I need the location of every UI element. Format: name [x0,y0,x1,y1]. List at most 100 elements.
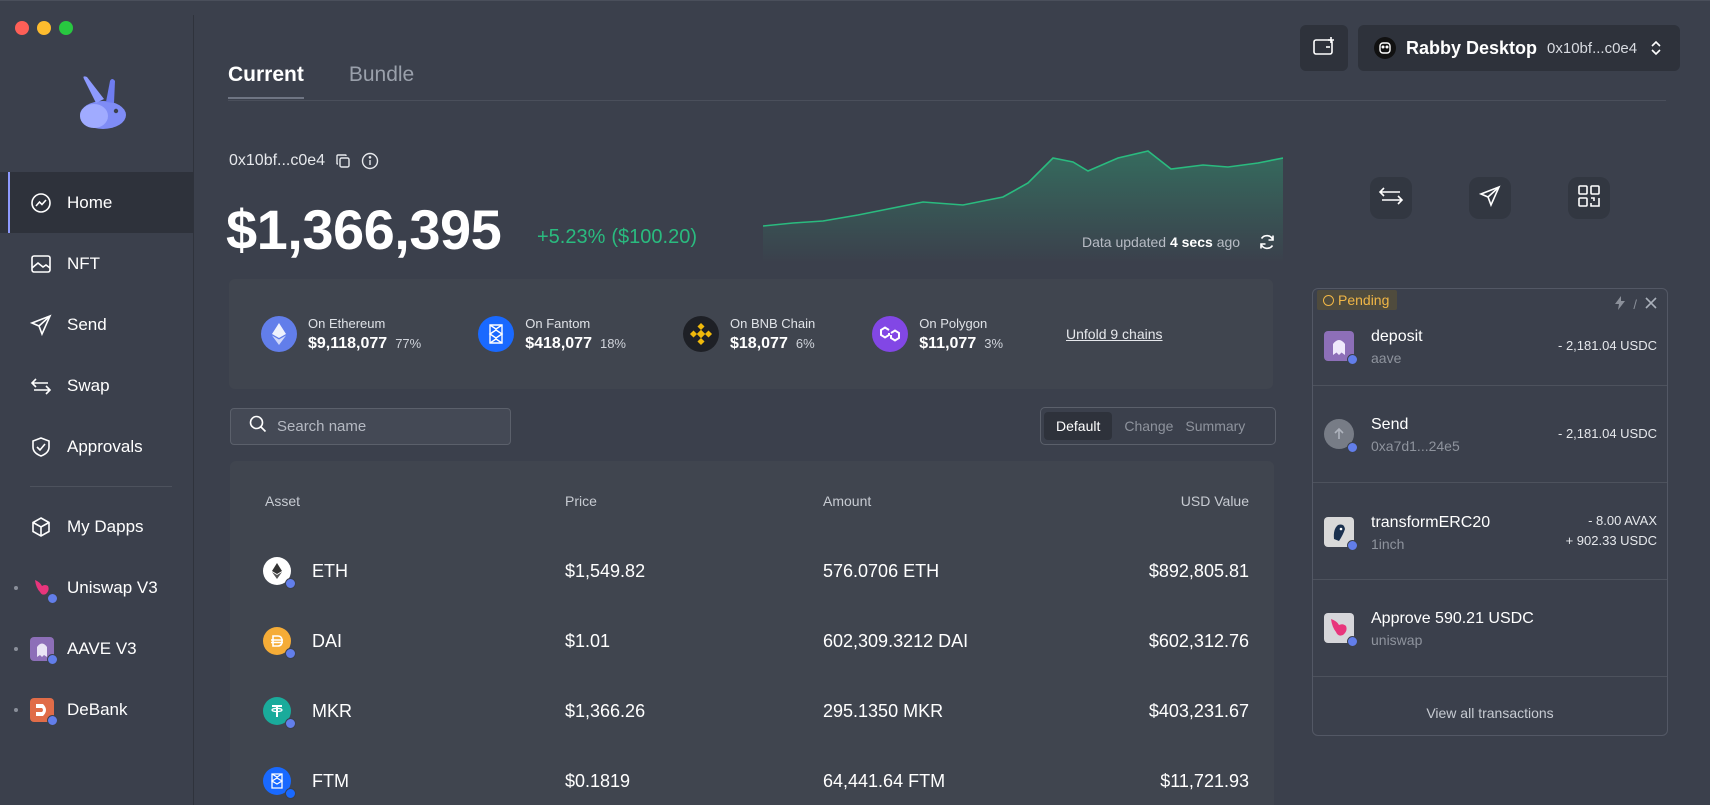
table-row[interactable]: MKR $1,366.26 295.1350 MKR $403,231.67 [230,676,1274,746]
asset-usd-value: $892,805.81 [1148,561,1249,581]
total-balance: $1,366,395 [226,198,502,261]
tab-current[interactable]: Current [228,63,304,99]
search-input[interactable] [277,418,497,435]
table-row[interactable]: DAI $1.01 602,309.3212 DAI $602,312.76 [230,606,1274,676]
change-percent: +5.23% [537,226,606,248]
swap-action-button[interactable] [1370,177,1412,219]
uniswap-logo-icon [30,575,58,604]
my-dapps-list: My Dapps Uniswap V3 AAVE V3 [0,496,194,740]
view-all-transactions-link[interactable]: View all transactions [1426,705,1554,721]
updated-value: 4 secs [1169,234,1213,250]
send-action-button[interactable] [1469,177,1511,219]
receive-action-button[interactable] [1568,177,1610,219]
close-window-button[interactable] [15,21,29,35]
column-asset: Asset [265,493,301,509]
chain-polygon[interactable]: On Polygon $11,077 3% [872,316,1003,353]
tether-token-icon [263,697,296,729]
asset-usd-value: $11,721.93 [1160,771,1249,791]
tab-bundle[interactable]: Bundle [348,63,415,86]
aave-logo-icon [30,636,58,665]
asset-symbol: MKR [312,700,352,721]
sidebar-item-debank[interactable]: DeBank [0,679,194,740]
sidebar-item-label: Approvals [67,436,143,456]
asset-cell: MKR [263,676,352,746]
sidebar-item-my-dapps[interactable]: My Dapps [0,496,194,557]
account-name: Rabby Desktop [1406,37,1538,58]
table-row[interactable]: FTM $0.1819 64,441.64 FTM $11,721.93 [230,746,1274,805]
transaction-item[interactable]: transformERC20 1inch - 8.00 AVAX + 902.3… [1313,483,1667,580]
sidebar-item-label: Swap [67,375,110,395]
sidebar-item-aave[interactable]: AAVE V3 [0,618,194,679]
unfold-chains-link[interactable]: Unfold 9 chains [1066,326,1163,342]
chain-value: $11,077 [919,334,977,352]
asset-symbol: DAI [312,630,343,651]
refresh-icon[interactable] [1258,233,1276,256]
ethereum-chain-icon [1347,354,1358,365]
filter-default[interactable]: Default [1044,412,1113,440]
transaction-item[interactable]: deposit aave - 2,181.04 USDC [1313,311,1667,386]
transaction-item[interactable]: Send 0xa7d1...24e5 - 2,181.04 USDC [1313,386,1667,483]
sidebar-divider [30,486,172,487]
sidebar-item-label: My Dapps [67,516,144,536]
dai-token-icon [263,627,296,659]
chain-bnb[interactable]: On BNB Chain $18,077 6% [683,316,815,353]
asset-symbol: FTM [312,770,349,791]
ethereum-chain-icon [285,718,296,729]
transaction-title: deposit [1371,328,1423,345]
sidebar-item-approvals[interactable]: Approvals [0,416,194,477]
table-row[interactable]: ETH $1,549.82 576.0706 ETH $892,805.81 [230,536,1274,606]
sidebar-item-home[interactable]: Home [0,172,194,233]
updated-suffix: ago [1216,234,1241,250]
pending-badge: Pending [1317,290,1398,310]
image-icon [30,253,52,275]
rabby-logo[interactable] [70,69,132,137]
zoom-window-button[interactable] [59,21,73,35]
sidebar-item-label: AAVE V3 [67,638,137,658]
add-address-button[interactable] [1300,25,1348,71]
dapp-dot [14,646,18,651]
info-icon[interactable] [361,152,379,170]
sidebar-item-swap[interactable]: Swap [0,355,194,416]
chain-percent: 77% [395,335,422,351]
chain-ethereum[interactable]: On Ethereum $9,118,077 77% [261,316,421,353]
copy-icon[interactable] [335,153,351,169]
sidebar-item-uniswap[interactable]: Uniswap V3 [0,557,194,618]
transaction-source: aave [1371,350,1402,366]
chain-percent: 18% [599,335,626,351]
ethereum-chain-icon [1347,636,1358,647]
ethereum-chain-icon [285,648,296,659]
close-icon[interactable] [1645,297,1657,312]
minimize-window-button[interactable] [37,21,51,35]
home-chart-icon [30,192,52,214]
dapp-dot [14,585,18,590]
column-usd-value: USD Value [1180,493,1249,509]
search-icon [249,415,267,438]
asset-amount: 64,441.64 FTM [823,771,946,791]
filter-summary[interactable]: Summary [1185,418,1246,434]
speed-up-icon[interactable] [1615,296,1626,313]
account-avatar [1374,37,1396,59]
qrcode-icon [1577,184,1601,213]
cube-icon [30,516,52,538]
asset-cell: ETH [263,536,348,606]
transaction-item[interactable]: Approve 590.21 USDC uniswap [1313,580,1667,677]
portfolio-tabs: Current Bundle [228,63,414,99]
uniswap-logo-icon [1324,613,1358,647]
window-controls [15,21,73,35]
sidebar-item-send[interactable]: Send [0,294,194,355]
polygon-icon [872,316,909,352]
ftm-token-icon [263,767,296,799]
transaction-source: uniswap [1371,632,1423,648]
chain-value: $18,077 [730,334,788,352]
eth-token-icon [263,557,296,589]
filter-change[interactable]: Change [1124,418,1174,434]
chain-fantom[interactable]: On Fantom $418,077 18% [478,316,626,353]
search-box[interactable] [230,408,511,445]
sidebar-item-nft[interactable]: NFT [0,233,194,294]
account-switcher[interactable]: Rabby Desktop 0x10bf...c0e4 [1358,25,1680,71]
asset-price: $1,549.82 [565,561,646,581]
dapp-dot [14,707,18,712]
send-icon [30,314,52,336]
debank-logo-icon [30,697,58,726]
